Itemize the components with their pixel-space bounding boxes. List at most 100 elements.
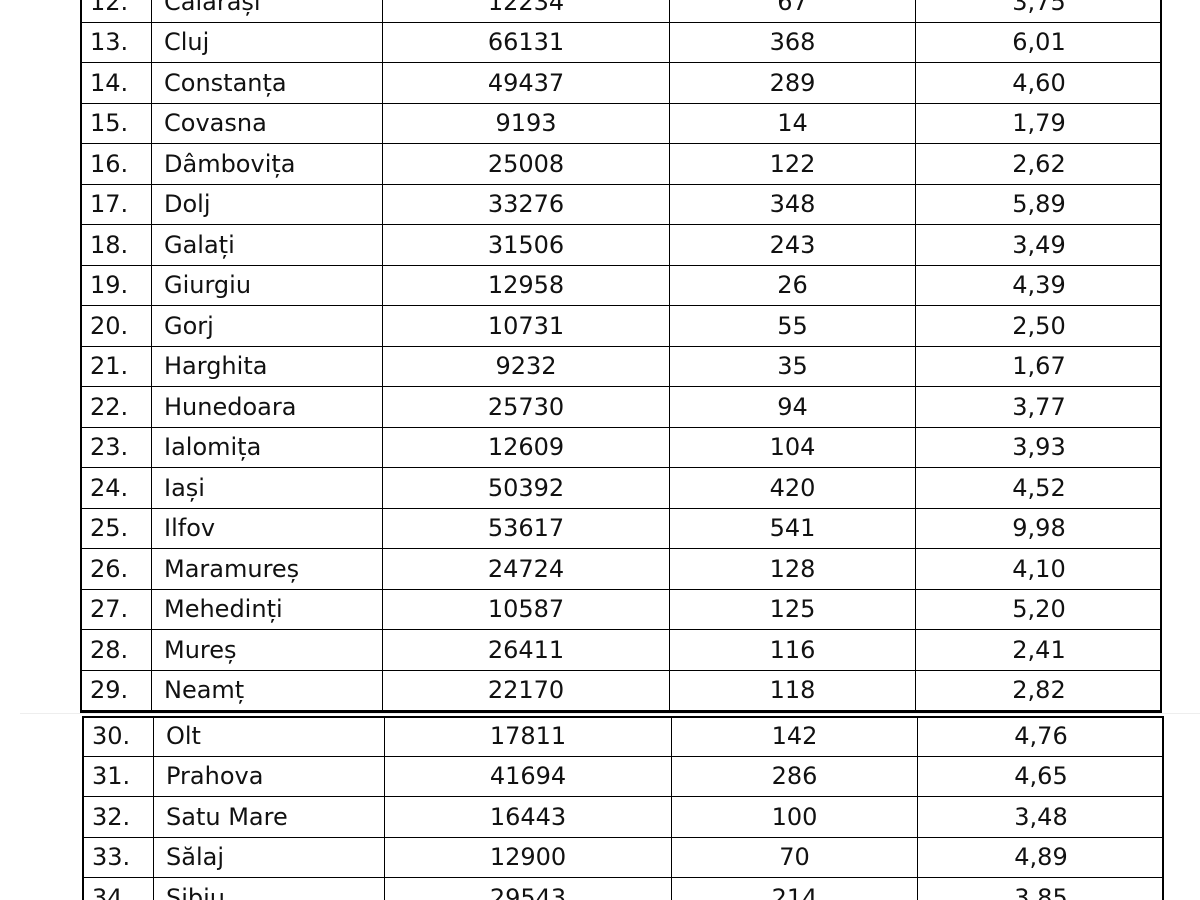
row-number: 21. — [80, 346, 152, 387]
rate: 5,20 — [916, 590, 1162, 630]
deaths: 14 — [670, 103, 916, 144]
row-number: 15. — [80, 103, 152, 144]
cases: 10731 — [383, 306, 670, 347]
deaths: 128 — [670, 549, 916, 590]
county-name: Călărași — [152, 0, 383, 23]
deaths: 70 — [672, 837, 918, 878]
cases: 10587 — [383, 589, 670, 630]
rate: 6,01 — [916, 23, 1162, 63]
county-name: Satu Mare — [154, 797, 385, 838]
deaths: 368 — [670, 22, 916, 63]
cases: 9232 — [383, 346, 670, 387]
county-name: Mureș — [152, 630, 383, 671]
deaths: 94 — [670, 387, 916, 428]
row-number: 20. — [80, 306, 152, 347]
row-number: 26. — [80, 549, 152, 590]
row-number: 14. — [80, 63, 152, 104]
row-number: 29. — [80, 670, 152, 711]
cases: 25730 — [383, 387, 670, 428]
cases: 29543 — [385, 878, 672, 900]
county-name: Covasna — [152, 103, 383, 144]
county-name: Ilfov — [152, 508, 383, 549]
county-name: Sibiu — [154, 878, 385, 900]
deaths: 125 — [670, 589, 916, 630]
rate: 2,62 — [916, 144, 1162, 185]
deaths: 289 — [670, 63, 916, 104]
cases: 16443 — [385, 797, 672, 838]
rate: 1,79 — [916, 104, 1162, 144]
cases: 24724 — [383, 549, 670, 590]
deaths: 55 — [670, 306, 916, 347]
row-number: 24. — [80, 468, 152, 509]
deaths: 116 — [670, 630, 916, 671]
row-number: 34. — [82, 878, 154, 900]
row-number: 23. — [80, 427, 152, 468]
row-number: 30. — [82, 716, 154, 757]
county-name: Prahova — [154, 756, 385, 797]
deaths: 104 — [670, 427, 916, 468]
deaths: 100 — [672, 797, 918, 838]
deaths: 541 — [670, 508, 916, 549]
rate: 3,77 — [916, 387, 1162, 428]
rate: 4,52 — [916, 468, 1162, 509]
deaths: 118 — [670, 670, 916, 711]
row-number: 32. — [82, 797, 154, 838]
county-name: Maramureș — [152, 549, 383, 590]
page-break — [20, 713, 1200, 714]
county-name: Sălaj — [154, 837, 385, 878]
cases: 25008 — [383, 144, 670, 185]
data-table: 12. Călărași 12234 67 3,75 13. Cluj 66131 368 6,0… — [80, 0, 1162, 713]
cases: 50392 — [383, 468, 670, 509]
county-name: Galați — [152, 225, 383, 266]
county-name: Ialomița — [152, 427, 383, 468]
deaths: 35 — [670, 346, 916, 387]
cases: 17811 — [385, 716, 672, 757]
cases: 33276 — [383, 184, 670, 225]
rate: 4,39 — [916, 266, 1162, 306]
rate: 3,48 — [918, 797, 1164, 838]
row-number: 27. — [80, 589, 152, 630]
county-name: Constanța — [152, 63, 383, 104]
deaths: 142 — [672, 716, 918, 757]
rate: 1,67 — [916, 347, 1162, 387]
cases: 22170 — [383, 670, 670, 711]
cases: 49437 — [383, 63, 670, 104]
rate: 2,41 — [916, 630, 1162, 671]
row-number: 33. — [82, 837, 154, 878]
rate: 4,65 — [918, 757, 1164, 797]
row-number: 31. — [82, 756, 154, 797]
row-number: 13. — [80, 22, 152, 63]
deaths: 348 — [670, 184, 916, 225]
rate: 9,98 — [916, 509, 1162, 549]
cases: 53617 — [383, 508, 670, 549]
data-table: 30. Olt 17811 142 4,76 31. Prahova 41694 286 4,65… — [82, 716, 1164, 900]
cases: 12609 — [383, 427, 670, 468]
county-name: Dâmbovița — [152, 144, 383, 185]
county-name: Cluj — [152, 22, 383, 63]
row-number: 28. — [80, 630, 152, 671]
rate: 3,75 — [916, 0, 1162, 23]
row-number: 17. — [80, 184, 152, 225]
county-name: Neamț — [152, 670, 383, 711]
deaths: 122 — [670, 144, 916, 185]
county-name: Dolj — [152, 184, 383, 225]
rate: 4,76 — [918, 716, 1164, 757]
deaths: 67 — [670, 0, 916, 23]
cases: 26411 — [383, 630, 670, 671]
rate: 2,82 — [916, 671, 1162, 711]
rate: 3,85 — [918, 878, 1164, 900]
county-name: Giurgiu — [152, 265, 383, 306]
row-number: 22. — [80, 387, 152, 428]
row-number: 12. — [80, 0, 152, 23]
cases: 66131 — [383, 22, 670, 63]
county-name: Iași — [152, 468, 383, 509]
rate: 4,60 — [916, 63, 1162, 104]
deaths: 286 — [672, 756, 918, 797]
county-name: Mehedinți — [152, 589, 383, 630]
deaths: 243 — [670, 225, 916, 266]
row-number: 18. — [80, 225, 152, 266]
cases: 12900 — [385, 837, 672, 878]
cases: 41694 — [385, 756, 672, 797]
county-name: Gorj — [152, 306, 383, 347]
